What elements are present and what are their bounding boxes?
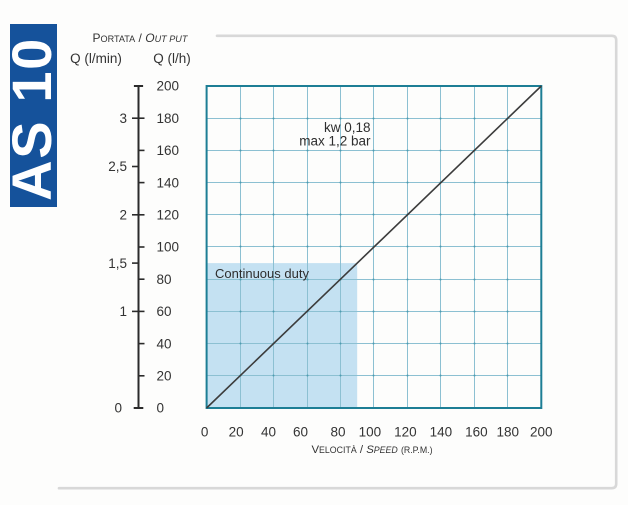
svg-text:180: 180: [157, 111, 180, 126]
svg-text:120: 120: [157, 208, 180, 223]
svg-text:0: 0: [157, 401, 165, 416]
svg-text:60: 60: [293, 425, 308, 440]
svg-text:2,5: 2,5: [108, 159, 127, 174]
svg-text:1: 1: [119, 304, 127, 319]
svg-text:0: 0: [201, 425, 209, 440]
svg-text:100: 100: [157, 240, 180, 255]
svg-text:140: 140: [430, 425, 453, 440]
svg-text:180: 180: [497, 425, 520, 440]
svg-text:60: 60: [157, 304, 172, 319]
svg-text:Q (l/h): Q (l/h): [153, 51, 191, 66]
svg-text:Continuous duty: Continuous duty: [215, 266, 309, 281]
svg-text:140: 140: [157, 175, 180, 190]
svg-text:160: 160: [465, 425, 488, 440]
svg-text:0: 0: [114, 401, 122, 416]
svg-text:200: 200: [530, 425, 553, 440]
svg-text:3: 3: [119, 111, 127, 126]
svg-text:VELOCITÀ / SPEED (R.P.M.): VELOCITÀ / SPEED (R.P.M.): [311, 444, 432, 456]
svg-text:20: 20: [157, 369, 172, 384]
svg-text:40: 40: [157, 336, 172, 351]
svg-text:kw 0,18: kw 0,18: [324, 120, 371, 135]
svg-text:Q (l/min): Q (l/min): [70, 51, 122, 66]
svg-text:80: 80: [157, 272, 172, 287]
svg-text:160: 160: [157, 143, 180, 158]
svg-text:20: 20: [229, 425, 244, 440]
svg-text:2: 2: [119, 208, 127, 223]
svg-text:80: 80: [330, 425, 345, 440]
svg-text:PORTATA / OUT PUT: PORTATA / OUT PUT: [93, 31, 189, 45]
svg-text:1,5: 1,5: [108, 256, 127, 271]
svg-text:AS 10: AS 10: [0, 37, 63, 201]
svg-text:200: 200: [157, 79, 180, 94]
svg-text:100: 100: [359, 425, 382, 440]
svg-text:max 1,2 bar: max 1,2 bar: [299, 134, 371, 149]
svg-text:120: 120: [394, 425, 417, 440]
svg-text:40: 40: [261, 425, 276, 440]
